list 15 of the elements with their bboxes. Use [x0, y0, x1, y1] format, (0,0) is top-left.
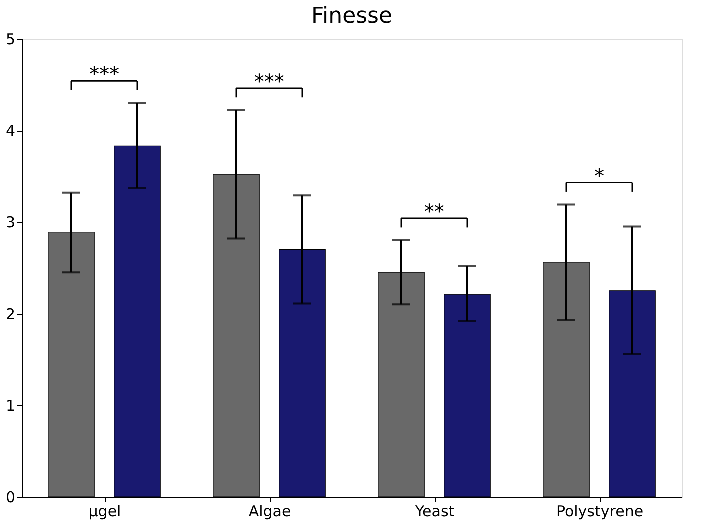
annotation: **: [424, 200, 444, 224]
x-tick-label: Polystyrene: [556, 502, 644, 520]
annotation: ***: [254, 69, 284, 94]
y-tick-label: 1: [6, 396, 16, 415]
annotation: *: [594, 164, 604, 188]
y-tick-label: 5: [6, 30, 16, 48]
y-tick-label: 0: [6, 488, 16, 506]
y-tick-label: 2: [6, 305, 16, 324]
annotation: ***: [90, 62, 120, 86]
y-tick-label: 3: [6, 214, 16, 232]
x-tick-label: Yeast: [414, 502, 455, 520]
y-tick-label: 4: [6, 122, 16, 140]
x-tick-label: Algae: [248, 502, 292, 520]
chart-title: Finesse: [311, 4, 393, 29]
x-tick-label: μgel: [88, 502, 122, 520]
